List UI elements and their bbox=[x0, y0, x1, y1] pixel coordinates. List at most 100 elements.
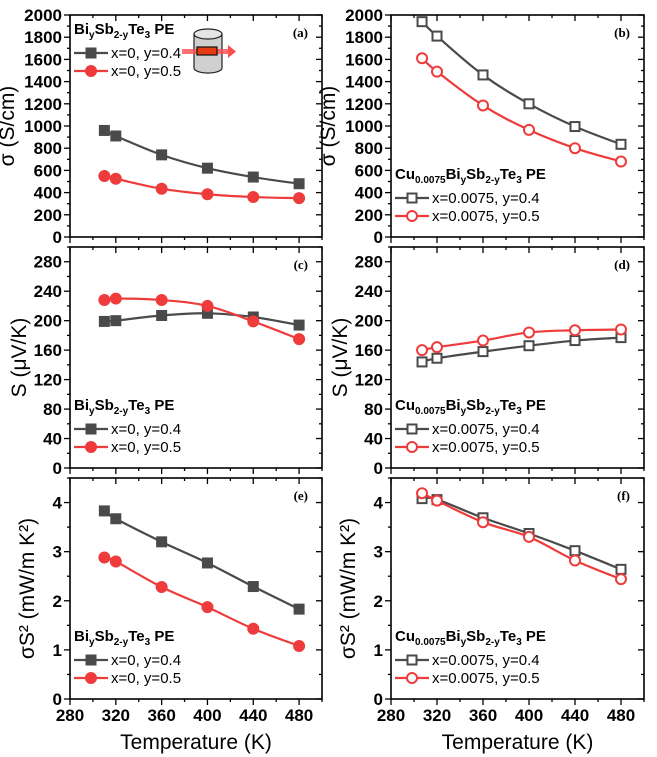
y-tick-label: 3 bbox=[53, 543, 62, 562]
y-tick-label: 1200 bbox=[345, 95, 383, 114]
data-point bbox=[615, 155, 627, 168]
y-tick-label: 400 bbox=[34, 184, 62, 203]
data-point bbox=[201, 299, 214, 312]
legend-title-part: Cu bbox=[395, 628, 415, 645]
data-point bbox=[293, 603, 305, 615]
x-tick-label: 480 bbox=[285, 706, 313, 725]
y-tick-label: 40 bbox=[43, 430, 62, 449]
plot-frame bbox=[69, 477, 323, 700]
data-point bbox=[98, 294, 111, 307]
y-tick-label: 1 bbox=[53, 641, 62, 660]
y-tick-label: 4 bbox=[53, 494, 63, 513]
series-2 bbox=[98, 169, 306, 205]
data-point bbox=[477, 334, 489, 347]
legend-title-part: PE bbox=[522, 166, 546, 183]
y-tick-label: 1000 bbox=[345, 117, 383, 136]
y-tick-label: 0 bbox=[53, 459, 62, 478]
y-axis-title: S (μV/K) bbox=[8, 318, 31, 398]
data-point bbox=[109, 555, 122, 568]
legend-label: x=0.0075, y=0.4 bbox=[432, 190, 540, 207]
legend-label: x=0.0075, y=0.4 bbox=[432, 652, 540, 669]
legend-title-subscript: y bbox=[461, 175, 467, 186]
legend-title-part: Te bbox=[500, 166, 516, 183]
y-tick-label: 240 bbox=[34, 282, 62, 301]
data-point bbox=[477, 346, 489, 358]
legend-label: x=0.0075, y=0.5 bbox=[432, 439, 540, 456]
series-1 bbox=[416, 332, 627, 368]
series-2 bbox=[416, 487, 627, 586]
legend-title-subscript: 3 bbox=[516, 637, 522, 648]
data-point bbox=[431, 494, 443, 507]
panel-a: 0 200 400 600 800 1000 1200 1400 1600 1800 2000 σ (… bbox=[0, 6, 323, 247]
y-tick-label: 4 bbox=[374, 494, 384, 513]
y-tick-label: 0 bbox=[53, 690, 62, 709]
y-tick-label: 400 bbox=[355, 184, 383, 203]
legend: Cu0.0075BiySb2-yTe3 PE x=0.0075, y=0.4x=0… bbox=[395, 397, 546, 456]
y-tick-label: 1800 bbox=[24, 28, 62, 47]
x-tick-label: 440 bbox=[561, 706, 589, 725]
data-point bbox=[155, 294, 168, 307]
legend-title-part: Sb bbox=[95, 628, 114, 645]
y-tick-label: 3 bbox=[374, 543, 383, 562]
data-point bbox=[523, 98, 535, 110]
y-axis-title: σS² (mW/m K²) bbox=[337, 518, 360, 659]
series-2 bbox=[416, 323, 627, 357]
legend-marker bbox=[85, 441, 97, 453]
data-point bbox=[293, 333, 306, 346]
legend: BiySb2-yTe3 PE x=0, y=0.4x=0, y=0.5 bbox=[74, 21, 181, 80]
x-tick-label: 320 bbox=[102, 706, 130, 725]
x-axis-title: Temperature (K) bbox=[442, 731, 594, 754]
y-axis-title: σS² (mW/m K²) bbox=[16, 518, 39, 659]
panel-c: 0 40 80 120 160 200 240 280 S (μV/K) (c) BiySb2-yT… bbox=[8, 246, 323, 478]
data-point bbox=[201, 601, 214, 614]
series-line bbox=[421, 336, 622, 363]
y-tick-label: 120 bbox=[34, 371, 62, 390]
y-tick-label: 240 bbox=[355, 282, 383, 301]
y-tick-label: 280 bbox=[355, 253, 383, 272]
legend-title-subscript: 2-y bbox=[114, 406, 129, 417]
data-point bbox=[201, 162, 213, 174]
data-point bbox=[569, 554, 581, 567]
y-tick-label: 1400 bbox=[24, 73, 62, 92]
y-tick-label: 160 bbox=[355, 341, 383, 360]
panel-tag: (c) bbox=[294, 257, 308, 272]
data-point bbox=[477, 516, 489, 529]
plot-frame bbox=[390, 477, 645, 700]
y-tick-label: 1600 bbox=[24, 50, 62, 69]
data-point bbox=[98, 169, 111, 182]
data-point bbox=[98, 505, 110, 517]
series-1 bbox=[98, 307, 305, 331]
y-tick-label: 0 bbox=[374, 228, 383, 247]
sample-bar bbox=[196, 46, 218, 56]
series-1 bbox=[98, 124, 305, 190]
y-tick-label: 80 bbox=[364, 400, 383, 419]
data-point bbox=[523, 340, 535, 352]
data-point bbox=[293, 178, 305, 190]
legend-marker bbox=[85, 672, 97, 684]
panel-d: 0 40 80 120 160 200 240 280 S (μV/K) (d) Cu0.0075B… bbox=[329, 246, 645, 478]
data-point bbox=[156, 149, 168, 161]
legend-title-part: Bi bbox=[74, 21, 89, 38]
data-point bbox=[156, 536, 168, 548]
data-point bbox=[98, 124, 110, 136]
y-tick-label: 1400 bbox=[345, 73, 383, 92]
data-point bbox=[110, 315, 122, 327]
legend-title-part: Bi bbox=[446, 397, 461, 414]
y-tick-label: 1 bbox=[374, 641, 383, 660]
legend-marker bbox=[85, 423, 97, 435]
data-point bbox=[615, 323, 627, 336]
legend-title-part: Te bbox=[500, 397, 516, 414]
y-tick-label: 200 bbox=[34, 206, 62, 225]
legend-title-subscript: 3 bbox=[516, 406, 522, 417]
data-point bbox=[477, 99, 489, 112]
data-point bbox=[110, 130, 122, 142]
data-point bbox=[615, 573, 627, 586]
data-point bbox=[431, 30, 443, 42]
y-tick-label: 200 bbox=[34, 312, 62, 331]
panel-e: 280 320 360 400 440 480 0 1 2 3 4 σS² (mW/m K²) Temp… bbox=[16, 477, 323, 754]
y-tick-label: 160 bbox=[34, 341, 62, 360]
data-point bbox=[293, 639, 306, 652]
y-tick-label: 2 bbox=[53, 592, 62, 611]
data-point bbox=[523, 123, 535, 136]
y-tick-label: 2000 bbox=[345, 6, 383, 25]
